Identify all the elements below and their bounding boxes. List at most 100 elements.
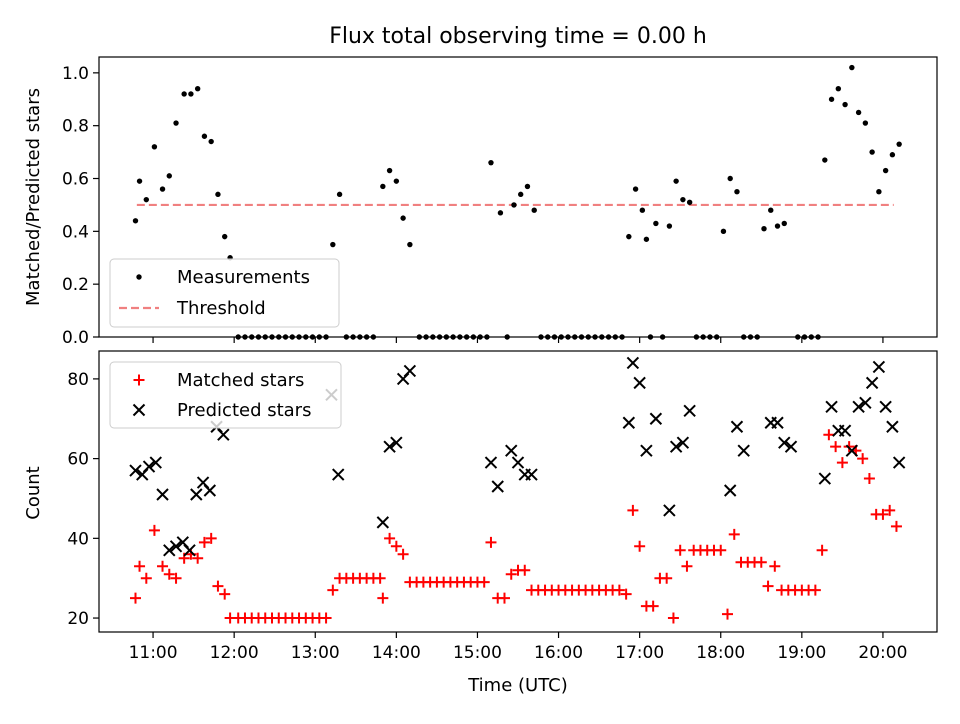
matched-star-point bbox=[397, 548, 409, 560]
matched-star-point bbox=[320, 612, 332, 624]
predicted-star-point bbox=[640, 444, 653, 457]
predicted-star-point bbox=[784, 440, 798, 453]
bottom-y-tick-label: 80 bbox=[67, 370, 89, 390]
matched-star-point bbox=[212, 580, 224, 592]
predicted-star-point bbox=[203, 484, 217, 497]
measurement-point bbox=[822, 157, 828, 163]
predicted-star-point bbox=[633, 376, 646, 390]
predicted-star-point bbox=[845, 444, 859, 457]
predicted-star-point bbox=[129, 464, 142, 477]
matched-star-point bbox=[134, 560, 146, 572]
predicted-star-point bbox=[142, 460, 156, 473]
measurement-point bbox=[181, 91, 187, 97]
measurement-point bbox=[862, 120, 869, 126]
matched-star-point bbox=[620, 588, 632, 600]
measurement-point bbox=[774, 223, 781, 229]
measurement-point bbox=[781, 220, 787, 227]
matched-star-point bbox=[390, 540, 402, 552]
measurement-point bbox=[727, 175, 733, 182]
predicted-star-point bbox=[376, 516, 390, 529]
measurement-point bbox=[407, 241, 413, 248]
legend-box bbox=[109, 258, 340, 328]
legend-predicted-marker bbox=[132, 403, 146, 417]
matched-star-point bbox=[836, 457, 848, 469]
measurement-point bbox=[869, 149, 875, 155]
measurement-point bbox=[393, 178, 400, 184]
top-y-tick-label: 0.2 bbox=[62, 275, 89, 295]
measurement-point bbox=[151, 144, 158, 150]
matched-star-point bbox=[129, 592, 141, 604]
predicted-star-point bbox=[332, 468, 345, 481]
predicted-star-point bbox=[683, 404, 696, 417]
predicted-star-point bbox=[778, 436, 791, 449]
matched-star-point bbox=[634, 540, 646, 552]
predicted-star-point bbox=[525, 468, 538, 481]
predicted-star-point bbox=[156, 488, 169, 501]
x-tick-label: 16:00 bbox=[534, 643, 583, 663]
measurement-point bbox=[166, 173, 172, 179]
predicted-star-point bbox=[669, 440, 683, 453]
measurement-point bbox=[194, 85, 201, 92]
matched-star-point bbox=[715, 544, 727, 556]
predicted-star-point bbox=[626, 356, 640, 370]
x-tick-label: 20:00 bbox=[858, 643, 907, 663]
bottom-y-axis-label: Count bbox=[23, 466, 44, 519]
measurement-point bbox=[143, 196, 150, 203]
matched-star-point bbox=[769, 560, 781, 572]
measurement-point bbox=[639, 207, 646, 213]
matched-star-point bbox=[377, 592, 389, 604]
measurement-point bbox=[208, 138, 214, 145]
bottom-panel: 20 40 60 80 11:00 12:00 13:00 14:00 15:00 16:00 17… bbox=[67, 350, 938, 663]
matched-star-point bbox=[755, 556, 767, 568]
legend-label-matched: Matched stars bbox=[177, 370, 304, 391]
matched-star-point bbox=[823, 429, 835, 441]
measurement-point bbox=[136, 178, 143, 184]
top-y-tick-label: 0.4 bbox=[62, 222, 89, 242]
bottom-y-tick-label: 40 bbox=[67, 529, 89, 549]
measurement-point bbox=[680, 196, 686, 203]
measurement-point bbox=[497, 210, 504, 216]
x-axis-label: Time (UTC) bbox=[467, 675, 568, 696]
predicted-star-point bbox=[879, 400, 892, 414]
measurement-point bbox=[626, 233, 632, 240]
legend-matched-marker bbox=[133, 374, 145, 386]
measurement-point bbox=[855, 109, 862, 116]
matched-star-point bbox=[884, 504, 896, 516]
measurement-point bbox=[518, 191, 524, 198]
matched-star-point bbox=[140, 572, 152, 584]
measurement-point bbox=[188, 91, 194, 97]
top-y-tick-label: 0.0 bbox=[62, 328, 89, 348]
bottom-y-tick-label: 20 bbox=[67, 609, 89, 629]
matched-star-point bbox=[627, 504, 639, 516]
measurement-point bbox=[632, 186, 639, 192]
measurement-point bbox=[488, 159, 494, 166]
measurement-point bbox=[734, 189, 740, 195]
measurement-point bbox=[828, 96, 835, 102]
matched-star-point bbox=[327, 584, 339, 596]
predicted-star-point bbox=[505, 444, 518, 457]
top-y-tick-label: 0.6 bbox=[62, 170, 89, 190]
measurement-point bbox=[173, 120, 179, 126]
top-plot-frame bbox=[98, 56, 938, 338]
predicted-star-point bbox=[149, 456, 162, 469]
measurement-point bbox=[842, 101, 848, 108]
predicted-star-point bbox=[892, 456, 906, 469]
predicted-star-point bbox=[383, 440, 396, 453]
measurement-point bbox=[889, 152, 896, 158]
measurement-point bbox=[835, 85, 842, 92]
matched-star-point bbox=[498, 592, 510, 604]
measurement-point bbox=[201, 133, 208, 139]
x-tick-label: 11:00 bbox=[129, 643, 178, 663]
matched-star-point bbox=[681, 560, 693, 572]
predicted-star-point bbox=[663, 504, 676, 517]
predicted-star-point bbox=[771, 416, 784, 429]
top-y-tick-label: 0.8 bbox=[62, 117, 89, 137]
measurement-point bbox=[380, 183, 386, 190]
matched-star-point bbox=[505, 568, 517, 580]
matched-star-point bbox=[613, 584, 625, 596]
predicted-star-point bbox=[737, 444, 750, 457]
measurement-point bbox=[336, 191, 343, 198]
predicted-star-point bbox=[730, 420, 744, 433]
predicted-star-point bbox=[852, 400, 865, 414]
